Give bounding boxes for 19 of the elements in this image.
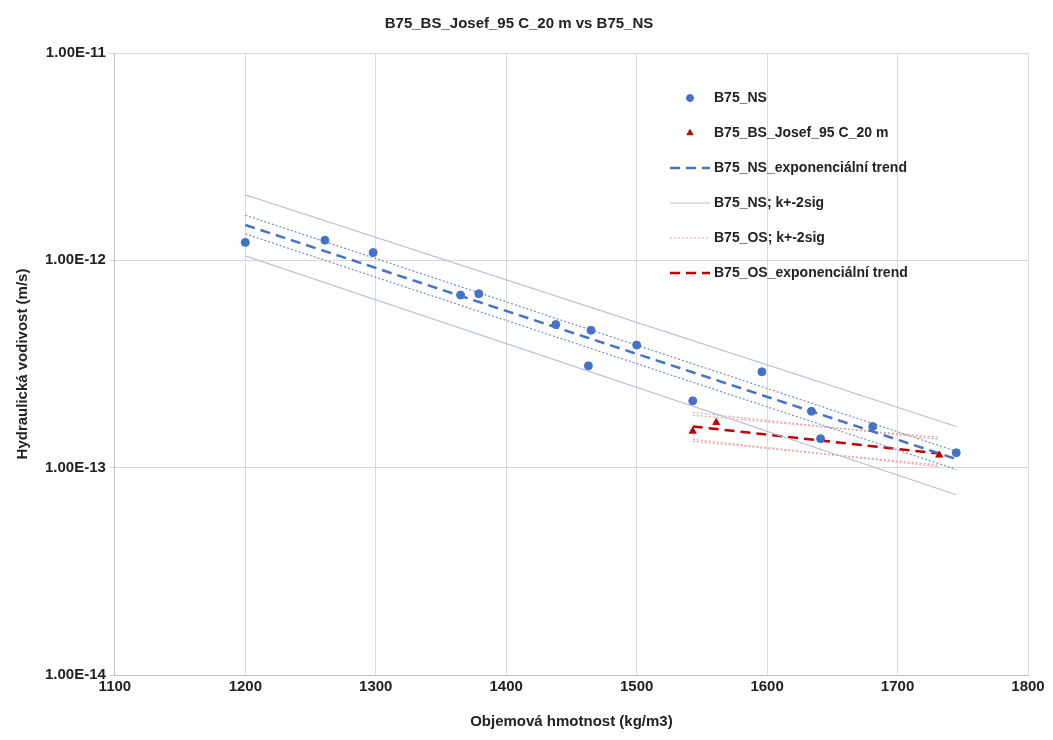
x-axis-title: Objemová hmotnost (kg/m3) [470,712,673,730]
y-axis-title: Hydraulická vodivost (m/s) [13,268,31,460]
x-tick-label: 1400 [489,677,523,695]
x-tick-label: 1800 [1011,677,1045,695]
legend-label: B75_BS_Josef_95 C_20 m [714,123,889,140]
x-tick-label: 1700 [880,677,915,695]
legend-label: B75_NS_exponenciální trend [714,158,907,175]
x-tick-label: 1300 [359,677,393,695]
x-tick-label: 1600 [750,677,784,695]
y-tick-label: 1.00E-13 [44,457,106,475]
y-tick-label: 1.00E-12 [44,250,106,268]
x-tick-label: 1200 [228,677,263,695]
legend-label: B75_NS [714,88,767,105]
y-tick-label: 1.00E-11 [45,43,106,61]
legend-label: B75_NS; k+-2sig [714,193,825,210]
legend-label: B75_OS_exponenciální trend [714,263,908,280]
legend-label: B75_OS; k+-2sig [714,228,825,245]
x-tick-label: 1500 [619,677,654,695]
chart-title: B75_BS_Josef_95 C_20 m vs B75_NS [384,14,654,32]
